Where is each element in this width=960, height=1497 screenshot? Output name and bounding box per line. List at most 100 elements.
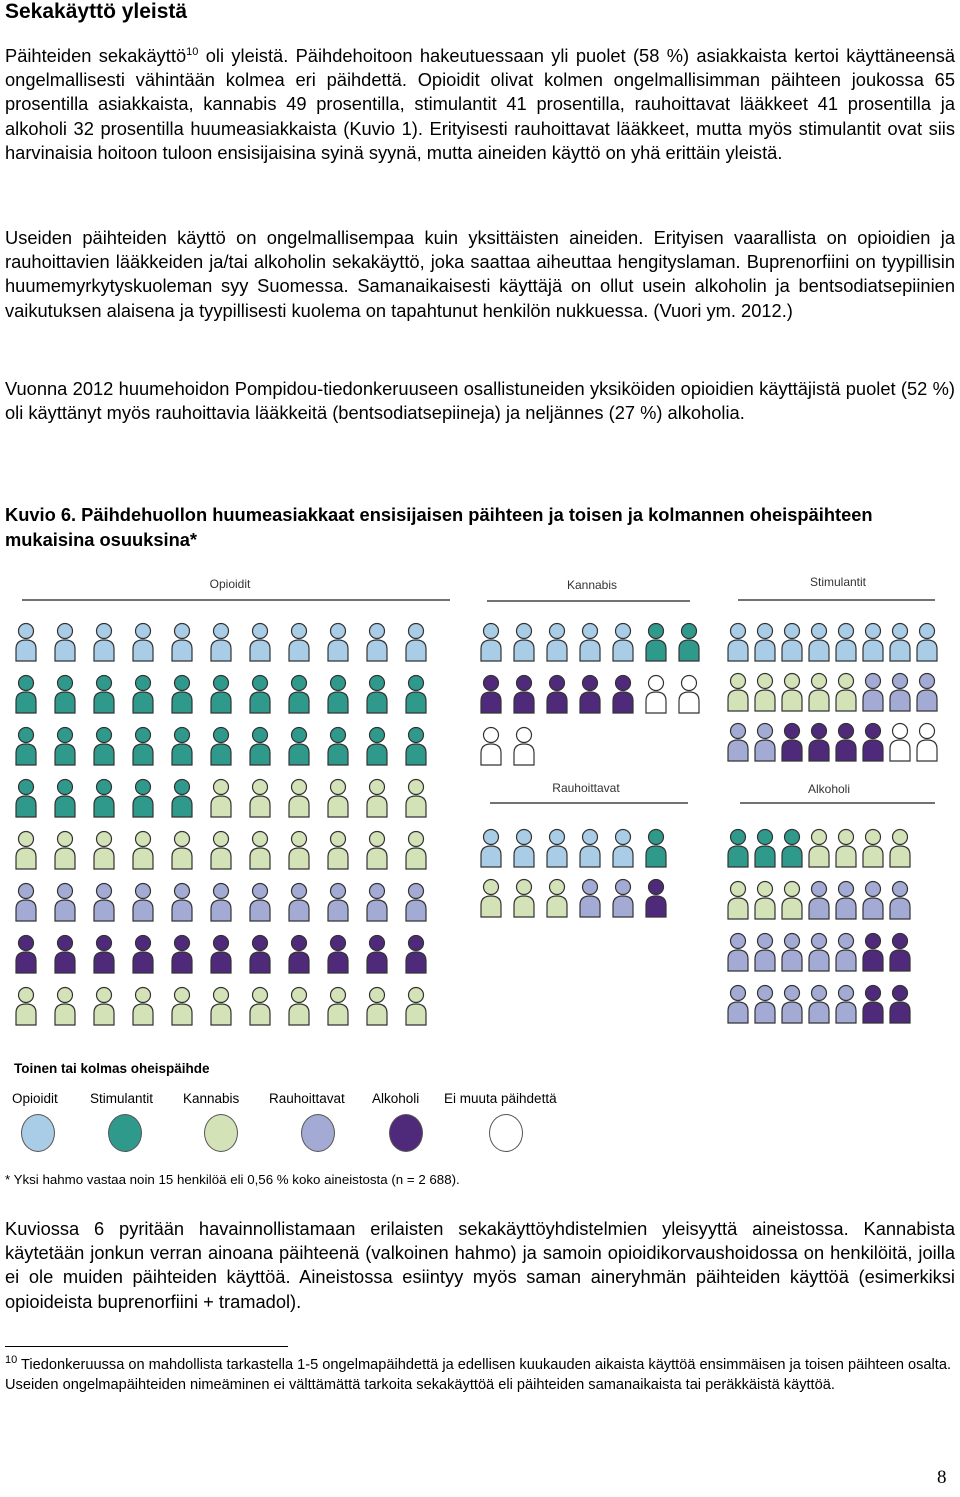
person-figure	[754, 932, 776, 972]
legend-swatch-rauhoittavat	[301, 1114, 335, 1152]
person-figure	[645, 828, 667, 868]
person-figure	[210, 778, 232, 818]
person-figure	[405, 830, 427, 870]
paragraph-3: Vuonna 2012 huumehoidon Pompidou-tiedonk…	[5, 378, 955, 424]
person-figure	[132, 726, 154, 766]
group-title-alkoholi: Alkoholi	[808, 782, 850, 796]
person-figure	[249, 934, 271, 974]
person-figure	[54, 778, 76, 818]
person-figure	[727, 622, 749, 662]
person-figure	[808, 932, 830, 972]
person-figure	[210, 934, 232, 974]
person-figure	[835, 932, 857, 972]
person-figure	[480, 622, 502, 662]
person-figure	[808, 828, 830, 868]
person-figure	[366, 674, 388, 714]
person-figure	[889, 880, 911, 920]
person-figure	[835, 672, 857, 712]
person-figure	[405, 674, 427, 714]
figure-6: Opioidit Kannabis Stimulantit Rauhoittavat A…	[0, 560, 960, 1180]
person-figure	[15, 986, 37, 1026]
person-figure	[645, 622, 667, 662]
section-heading: Sekakäyttö yleistä	[5, 0, 188, 23]
person-figure	[889, 984, 911, 1024]
person-figure	[546, 828, 568, 868]
person-figure	[210, 674, 232, 714]
footnote-ref[interactable]: 10	[186, 45, 199, 58]
person-figure	[171, 830, 193, 870]
person-figure	[132, 778, 154, 818]
person-figure	[727, 828, 749, 868]
person-figure	[835, 880, 857, 920]
person-figure	[171, 934, 193, 974]
person-figure	[327, 830, 349, 870]
footnote: 10 Tiedonkeruussa on mahdollista tarkast…	[5, 1355, 955, 1395]
paragraph-1: Päihteiden sekakäyttö10 oli yleistä. Päi…	[5, 44, 955, 165]
person-figure	[513, 828, 535, 868]
person-figure	[546, 878, 568, 918]
person-figure	[210, 830, 232, 870]
person-figure	[366, 986, 388, 1026]
person-figure	[862, 932, 884, 972]
person-figure	[249, 674, 271, 714]
person-figure	[612, 828, 634, 868]
person-figure	[54, 726, 76, 766]
group-title-kannabis: Kannabis	[567, 578, 617, 592]
person-figure	[93, 674, 115, 714]
person-figure	[835, 984, 857, 1024]
person-figure	[889, 932, 911, 972]
person-figure	[480, 828, 502, 868]
person-figure	[93, 622, 115, 662]
person-figure	[754, 984, 776, 1024]
person-figure	[862, 828, 884, 868]
person-figure	[93, 934, 115, 974]
person-figure	[754, 722, 776, 762]
person-figure	[781, 880, 803, 920]
person-figure	[366, 622, 388, 662]
person-figure	[727, 672, 749, 712]
person-figure	[15, 674, 37, 714]
legend-swatch-opioidit	[21, 1114, 55, 1152]
person-figure	[93, 882, 115, 922]
person-figure	[54, 882, 76, 922]
person-figure	[54, 830, 76, 870]
person-figure	[835, 622, 857, 662]
person-figure	[916, 672, 938, 712]
person-figure	[781, 932, 803, 972]
person-figure	[132, 622, 154, 662]
person-figure	[513, 726, 535, 766]
person-figure	[480, 674, 502, 714]
person-figure	[210, 882, 232, 922]
legend-swatch-alkoholi	[389, 1114, 423, 1152]
person-figure	[327, 986, 349, 1026]
person-figure	[612, 878, 634, 918]
paragraph-2: Useiden päihteiden käyttö on ongelmallis…	[5, 227, 955, 321]
person-figure	[327, 778, 349, 818]
paragraph-1-start: Päihteiden sekakäyttö	[5, 45, 187, 66]
paragraph-1-rest: oli yleistä. Päihdehoitoon hakeutuessaan…	[5, 45, 955, 163]
person-figure	[781, 984, 803, 1024]
person-figure	[327, 882, 349, 922]
person-figure	[171, 778, 193, 818]
person-figure	[835, 722, 857, 762]
figure-note: * Yksi hahmo vastaa noin 15 henkilöä eli…	[5, 1172, 460, 1187]
person-figure	[132, 882, 154, 922]
person-figure	[327, 726, 349, 766]
person-figure	[93, 778, 115, 818]
person-figure	[249, 830, 271, 870]
person-figure	[249, 986, 271, 1026]
person-figure	[171, 986, 193, 1026]
person-figure	[513, 674, 535, 714]
person-figure	[808, 722, 830, 762]
person-figure	[327, 934, 349, 974]
person-figure	[15, 882, 37, 922]
legend-label-ei-muuta: Ei muuta päihdettä	[444, 1091, 557, 1106]
person-figure	[327, 622, 349, 662]
person-figure	[210, 986, 232, 1026]
group-title-rauhoittavat: Rauhoittavat	[552, 781, 620, 795]
person-figure	[405, 934, 427, 974]
person-figure	[862, 672, 884, 712]
figure-caption: Kuvio 6. Päihdehuollon huumeasiakkaat en…	[5, 504, 873, 550]
person-figure	[366, 830, 388, 870]
person-figure	[579, 828, 601, 868]
